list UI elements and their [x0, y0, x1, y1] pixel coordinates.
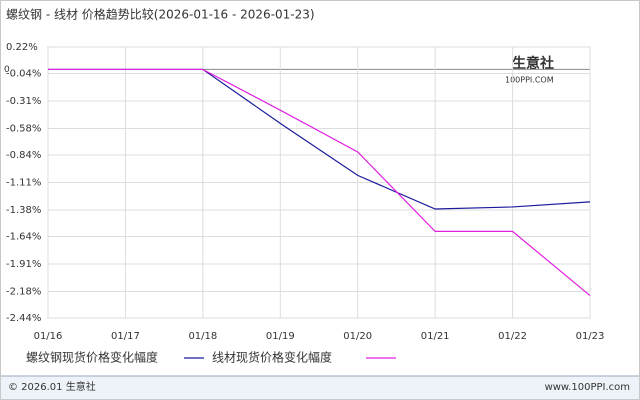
- y-tick-label: -0.84%: [6, 150, 41, 161]
- x-tick-label: 01/21: [421, 331, 450, 342]
- x-tick-label: 01/23: [576, 331, 605, 342]
- watermark: 生意社: [512, 55, 554, 72]
- x-tick-label: 01/16: [34, 331, 63, 342]
- y-tick-label: -2.18%: [6, 287, 41, 298]
- y-tick-label: 0.22%: [6, 42, 38, 53]
- y-tick-label: -1.38%: [6, 205, 41, 216]
- x-tick-label: 01/20: [343, 331, 372, 342]
- footer-band: [1, 376, 639, 399]
- y-tick-label: 0: [4, 65, 10, 75]
- line: [48, 68, 591, 297]
- x-tick-label: 01/19: [266, 331, 295, 342]
- footer-left: © 2026.01 生意社: [8, 380, 96, 393]
- legend-label: 螺纹钢现货价格变化幅度: [26, 350, 158, 365]
- y-tick-label: -0.31%: [6, 96, 41, 107]
- footer-right: www.100PPI.com: [545, 382, 630, 393]
- y-tick-label: -0.58%: [6, 124, 41, 135]
- y-tick-label: -0.04%: [6, 68, 41, 79]
- y-tick-label: -1.11%: [6, 178, 41, 189]
- x-tick-label: 01/18: [188, 331, 217, 342]
- watermark-sub: 100PPI.COM: [505, 76, 554, 85]
- legend-label: 线材现货价格变化幅度: [212, 350, 332, 365]
- y-tick-label: -2.44%: [6, 313, 41, 324]
- y-tick-label: -1.91%: [6, 259, 41, 270]
- x-tick-label: 01/22: [498, 331, 527, 342]
- x-tick-label: 01/17: [111, 331, 140, 342]
- y-tick-label: -1.64%: [6, 231, 41, 242]
- chart-title: 螺纹钢 - 线材 价格趋势比较(2026-01-16 - 2026-01-23): [6, 7, 315, 22]
